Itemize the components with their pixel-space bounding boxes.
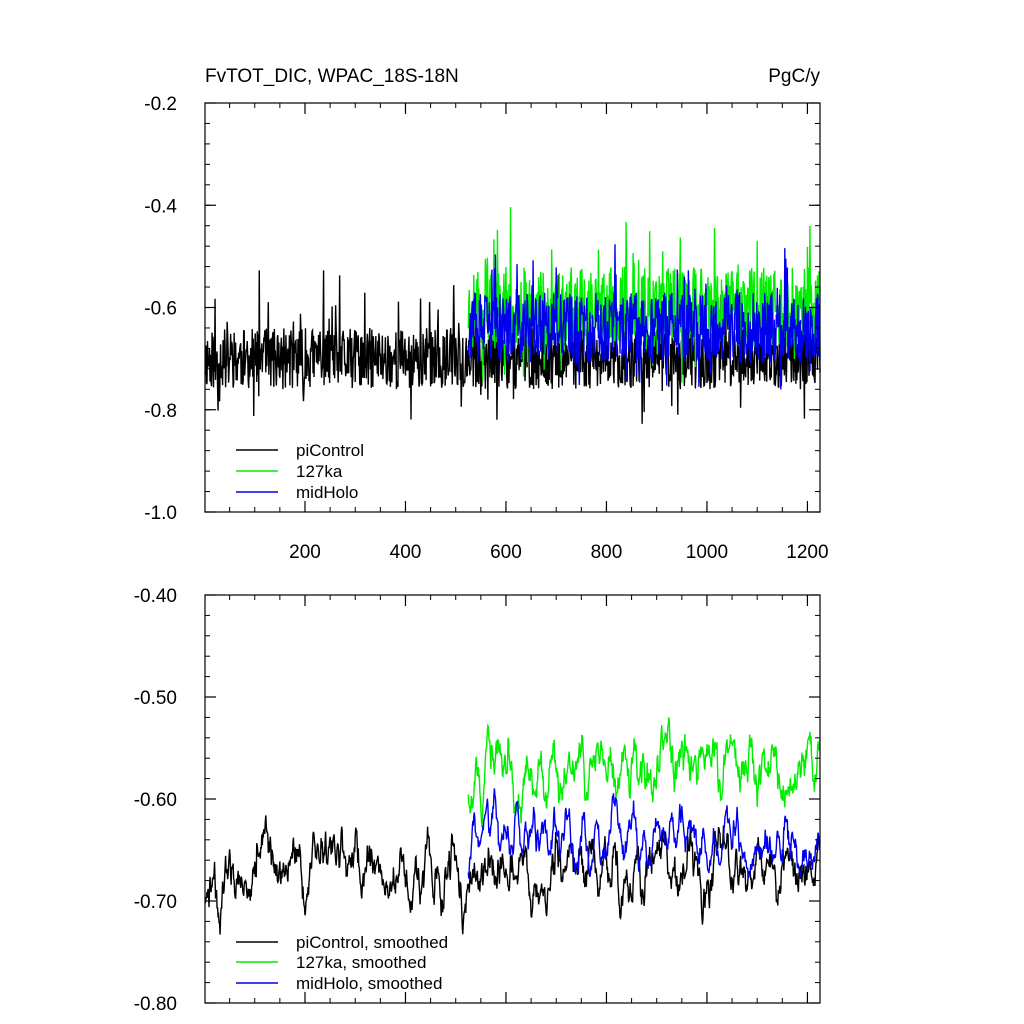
x-tick-label: 800	[591, 542, 623, 563]
legend-label-midholo-smoothed: midHolo, smoothed	[296, 974, 442, 993]
legend-label-picontrol-smoothed: piControl, smoothed	[296, 933, 448, 952]
panel-bottom-series	[204, 717, 821, 935]
legend-label-127ka: 127ka	[296, 462, 343, 481]
series-line-picontrol-smoothed	[204, 815, 821, 935]
panel-top-axes: 200 400 600 800 1000 1200 -1.0 -0.8 -0.6 -0.4 -0.2	[144, 94, 828, 563]
y-tick-label: -0.2	[144, 94, 177, 115]
series-line-midholo	[467, 244, 821, 390]
y-tick-label: -0.50	[134, 688, 177, 709]
panel-top-series	[204, 207, 821, 424]
x-tick-label: 200	[289, 542, 321, 563]
panel-top-units: PgC/y	[768, 66, 820, 87]
y-tick-label: -0.70	[134, 892, 177, 913]
panel-top-title: FvTOT_DIC, WPAC_18S-18N	[205, 66, 459, 87]
series-line-127ka-smoothed	[467, 717, 821, 828]
panel-bottom-axes: -0.80 -0.70 -0.60 -0.50 -0.40	[134, 586, 821, 1015]
x-tick-label: 1200	[786, 542, 828, 563]
series-line-midholo-smoothed	[467, 788, 821, 880]
legend-label-picontrol: piControl	[296, 441, 364, 460]
panel-top: FvTOT_DIC, WPAC_18S-18N PgC/y 200 400 600 8…	[144, 66, 828, 563]
y-tick-label: -0.60	[134, 790, 177, 811]
legend-label-midholo: midHolo	[296, 483, 358, 502]
y-tick-label: -0.40	[134, 586, 177, 607]
y-tick-label: -0.8	[144, 401, 177, 422]
panel-bottom: -0.80 -0.70 -0.60 -0.50 -0.40 piControl, smo…	[134, 586, 821, 1015]
legend-label-127ka-smoothed: 127ka, smoothed	[296, 953, 426, 972]
y-tick-label: -0.4	[144, 196, 177, 217]
y-tick-label: -0.6	[144, 299, 177, 320]
y-tick-label: -0.80	[134, 994, 177, 1015]
x-tick-label: 1000	[686, 542, 728, 563]
panel-bottom-legend: piControl, smoothed 127ka, smoothed midH…	[236, 933, 448, 993]
x-tick-label: 400	[390, 542, 422, 563]
x-tick-label: 600	[490, 542, 522, 563]
panel-top-legend: piControl 127ka midHolo	[236, 441, 364, 502]
y-tick-label: -1.0	[144, 503, 177, 524]
